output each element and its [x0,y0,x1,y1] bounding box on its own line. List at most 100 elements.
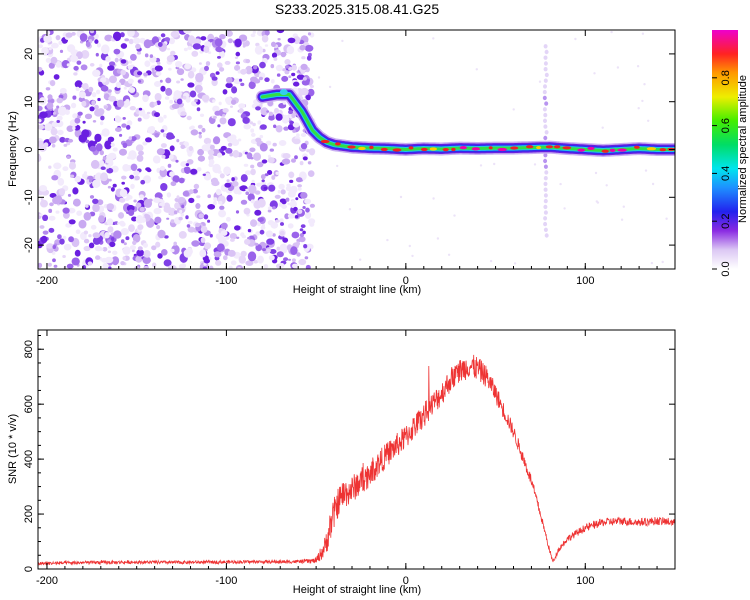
noise-blob [169,134,175,140]
noise-blob [194,98,198,103]
noise-blob [133,170,140,176]
noise-blob [50,56,58,64]
noise-blob [190,125,195,130]
noise-blob [82,120,86,124]
noise-blob [217,170,222,174]
noise-blob [116,99,125,108]
noise-blob [232,150,240,158]
y-tick-label: 20 [23,48,35,60]
noise-blob [186,224,191,228]
noise-dot [336,164,339,168]
noise-blob [174,202,180,210]
noise-blob [112,250,118,255]
noise-blob [237,138,242,142]
noise-blob [39,213,43,217]
noise-blob [227,249,236,257]
noise-blob [228,265,233,269]
noise-blob [129,245,136,250]
noise-blob [138,107,143,111]
noise-blob [159,202,165,207]
noise-blob [244,238,251,245]
noise-blob [129,60,133,64]
ridge-peak [587,146,595,150]
noise-blob [154,93,162,101]
noise-blob [76,210,83,216]
noise-blob [276,246,281,251]
noise-blob [59,87,67,94]
ridge-peak [358,146,366,151]
noise-blob [291,72,296,77]
noise-blob [166,217,170,220]
noise-blob [266,110,270,113]
noise-blob [291,231,300,239]
noise-blob [41,47,49,55]
noise-blob [100,85,109,92]
noise-blob [67,44,76,53]
noise-dot [533,163,537,166]
noise-blob [144,60,151,67]
noise-blob [291,258,296,263]
noise-blob [264,44,269,47]
ridge-peak [429,147,437,151]
noise-blob [261,34,269,43]
noise-blob [305,264,311,269]
noise-blob [238,255,246,264]
noise-blob [50,127,58,136]
noise-blob [287,213,295,219]
noise-blob [211,76,218,81]
noise-blob [295,177,303,183]
noise-blob [250,164,255,169]
noise-blob [74,117,81,124]
streak-blob [543,193,548,198]
noise-dot [436,237,440,240]
colorbar-gradient [712,30,738,269]
noise-blob [203,137,212,145]
noise-blob [212,99,216,103]
snr-y-axis: 0 200 400 600 800 [23,334,675,572]
noise-blob [120,239,125,244]
noise-blob [143,250,151,258]
noise-blob [64,109,70,115]
spectrogram-streak-layer [542,44,549,238]
noise-blob [66,125,74,132]
noise-dot [622,205,625,208]
noise-blob [242,44,246,48]
streak-blob [543,198,548,204]
noise-blob [299,161,304,166]
noise-blob [179,209,183,214]
streak-blob [543,158,548,164]
noise-blob [307,161,312,165]
noise-blob [286,45,295,55]
noise-blob [289,200,297,209]
noise-blob [309,203,315,208]
noise-blob [62,235,67,240]
noise-blob [188,146,194,151]
ridge-peak [320,139,330,144]
noise-blob [179,141,184,146]
noise-blob [304,256,309,260]
noise-blob [267,170,273,175]
noise-blob [245,191,249,195]
spectrogram-x-axis: -200 -100 0 100 [36,30,676,287]
noise-blob [80,64,88,71]
noise-blob [251,179,255,183]
noise-dot [650,261,654,265]
noise-blob [163,202,171,211]
ridge-peak [510,146,519,150]
noise-blob [107,226,114,233]
noise-blob [72,126,76,130]
noise-blob [287,37,296,44]
noise-blob [278,140,287,146]
noise-blob [183,249,192,258]
streak-blob [543,187,548,192]
noise-blob [148,198,153,202]
noise-blob [173,241,177,246]
noise-blob [107,89,112,93]
noise-blob [142,141,148,146]
noise-blob [203,214,209,220]
noise-blob [187,45,192,50]
snr-frame [37,329,676,570]
noise-dot [563,207,566,210]
ridge-peak [553,145,561,149]
noise-blob [130,183,135,189]
